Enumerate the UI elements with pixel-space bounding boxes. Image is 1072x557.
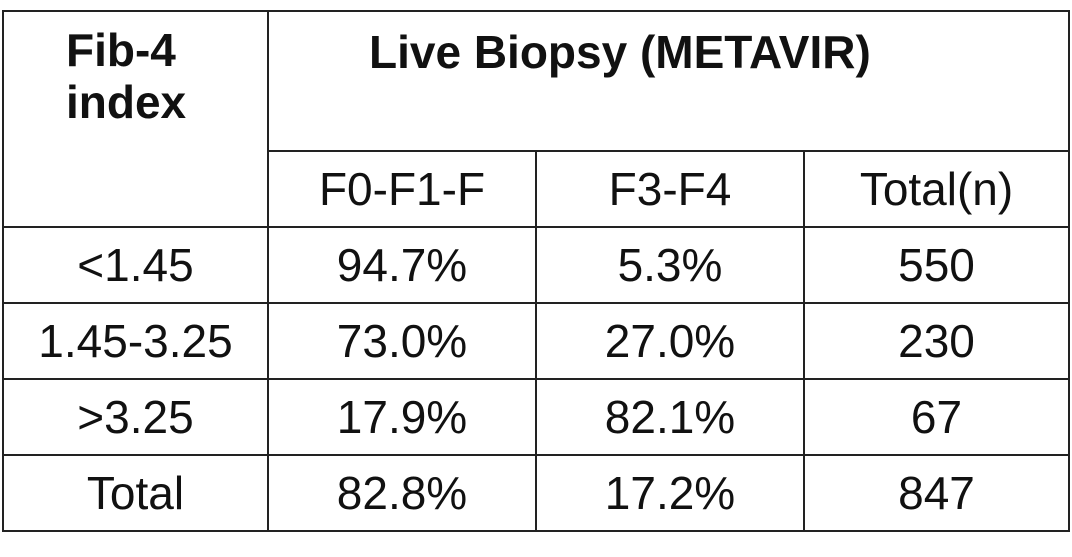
row-index-cell: Total	[2, 454, 269, 532]
f0-f1-f-cell: 17.9%	[267, 378, 537, 456]
f0-f1-f-cell: 73.0%	[267, 302, 537, 380]
live-biopsy-header: Live Biopsy (METAVIR)	[266, 10, 1071, 152]
f3-f4-cell: 17.2%	[535, 454, 805, 532]
total-n-cell: 67	[802, 378, 1071, 456]
header-row-1: Fib-4 index Live Biopsy (METAVIR)	[2, 10, 1071, 228]
table-row: 1.45-3.25 73.0% 27.0% 230	[2, 302, 1071, 380]
f3-f4-cell: 5.3%	[535, 226, 805, 304]
col-header-f3-f4: F3-F4	[535, 150, 805, 228]
f0-f1-f-cell: 94.7%	[267, 226, 537, 304]
row-index-cell: 1.45-3.25	[2, 302, 269, 380]
fib4-index-header: Fib-4 index	[2, 10, 269, 228]
total-n-cell: 847	[802, 454, 1071, 532]
f0-f1-f-cell: 82.8%	[267, 454, 537, 532]
total-n-cell: 550	[802, 226, 1071, 304]
header-row-2: F0-F1-F F3-F4 Total(n)	[3, 150, 1071, 228]
table-row: <1.45 94.7% 5.3% 550	[2, 226, 1071, 304]
table-row: >3.25 17.9% 82.1% 67	[2, 378, 1071, 456]
table-row: Total 82.8% 17.2% 847	[2, 454, 1071, 532]
total-n-cell: 230	[802, 302, 1071, 380]
f3-f4-cell: 82.1%	[535, 378, 805, 456]
fib4-biopsy-table: Fib-4 index Live Biopsy (METAVIR) F0-F1-…	[2, 10, 1071, 532]
col-header-total-n: Total(n)	[802, 150, 1071, 228]
row-index-cell: <1.45	[2, 226, 269, 304]
row-index-cell: >3.25	[2, 378, 269, 456]
f3-f4-cell: 27.0%	[535, 302, 805, 380]
fib4-index-header-line2: index	[66, 76, 187, 128]
fib4-index-header-line1: Fib-4	[66, 24, 176, 76]
col-header-f0-f1-f: F0-F1-F	[267, 150, 537, 228]
